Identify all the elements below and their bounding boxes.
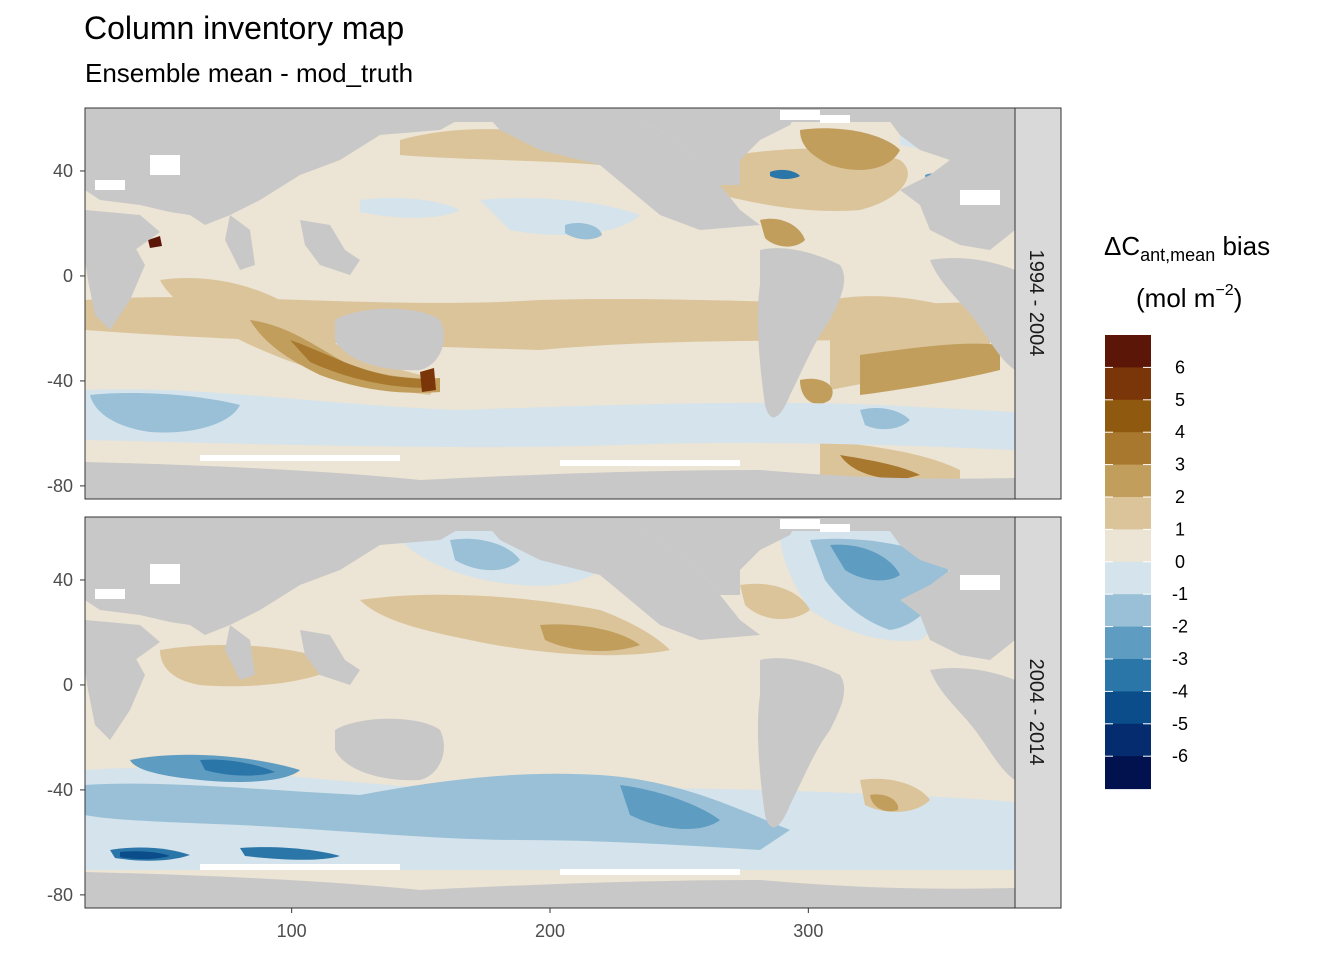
x-tick-label: 100 — [277, 921, 307, 941]
bias-band-positive — [800, 378, 833, 404]
y-tick-label: -80 — [47, 885, 73, 905]
legend-title-line2: (mol m−2) — [1136, 282, 1242, 313]
bias-band-positive — [760, 218, 805, 247]
bias-band-negative — [90, 393, 240, 433]
legend-bin — [1105, 464, 1151, 498]
bias-band-positive — [740, 583, 810, 620]
panel-1994-2004 — [85, 108, 1015, 499]
legend-label: -2 — [1172, 617, 1188, 637]
legend-unit-prefix: (mol m — [1136, 283, 1215, 313]
chart-subtitle: Ensemble mean - mod_truth — [85, 58, 414, 88]
bias-band-negative — [450, 538, 520, 571]
bias-band-positive — [148, 236, 162, 248]
bias-band-positive — [840, 455, 920, 480]
bias-band-negative — [200, 759, 275, 776]
legend-label: 5 — [1175, 390, 1185, 410]
land-mass — [85, 108, 1015, 499]
legend-label: 4 — [1175, 422, 1185, 442]
legend-unit-sup: −2 — [1215, 282, 1233, 299]
bias-band-positive — [800, 128, 900, 170]
bias-band-positive — [160, 278, 440, 395]
legend-bin — [1105, 399, 1151, 433]
bias-band-positive — [540, 624, 640, 652]
y-tick-label: -80 — [47, 476, 73, 496]
facet-strip-2 — [1014, 516, 1062, 909]
bias-band-positive — [420, 368, 436, 392]
legend-bin — [1105, 594, 1151, 628]
missing-data — [95, 519, 1000, 875]
legend-label: 3 — [1175, 455, 1185, 475]
legend-title-main: ΔC — [1104, 231, 1140, 261]
legend-title-sub: ant,mean — [1140, 245, 1215, 265]
legend-label: 1 — [1175, 519, 1185, 539]
missing-data — [95, 110, 1000, 466]
facet-label-1: 1994 - 2004 — [1025, 250, 1047, 357]
legend-bin — [1105, 432, 1151, 466]
bias-band-negative — [860, 408, 910, 430]
legend-label: 0 — [1175, 552, 1185, 572]
bias-band-negative — [620, 785, 720, 830]
legend-title-line1: ΔCant,mean bias — [1104, 231, 1270, 265]
legend-label: 2 — [1175, 487, 1185, 507]
facet-label-2: 2004 - 2014 — [1025, 659, 1047, 766]
legend-label: -1 — [1172, 584, 1188, 604]
y-tick-label: 0 — [63, 266, 73, 286]
x-axis: 100 200 300 — [277, 908, 823, 941]
x-tick-label: 300 — [793, 921, 823, 941]
bias-band-negative — [85, 773, 790, 850]
y-axis-panel-1: 40 0 -40 -80 — [47, 161, 85, 496]
legend-label: -3 — [1172, 649, 1188, 669]
legend-bin — [1105, 756, 1151, 790]
legend-bin — [1105, 626, 1151, 660]
legend-colorbar: 6 5 4 3 2 1 0 -1 -2 -3 -4 -5 -6 — [1105, 335, 1188, 790]
legend-unit-suffix: ) — [1234, 283, 1243, 313]
bias-band-positive — [250, 320, 440, 393]
legend-bin — [1105, 335, 1151, 368]
legend-title-suffix: bias — [1215, 231, 1270, 261]
y-tick-label: 40 — [53, 161, 73, 181]
legend-label: -4 — [1172, 681, 1188, 701]
legend-bin — [1105, 659, 1151, 692]
bias-band-negative — [770, 169, 800, 179]
chart-title: Column inventory map — [84, 10, 405, 46]
legend-bin — [1105, 367, 1151, 401]
panel-2004-2014 — [85, 517, 1015, 908]
bias-band-negative — [360, 198, 460, 218]
bias-band-negative — [120, 851, 170, 860]
bias-band-positive — [860, 343, 1000, 395]
y-tick-label: -40 — [47, 780, 73, 800]
land-mass — [85, 517, 1015, 908]
legend-label: 6 — [1175, 357, 1185, 377]
facet-strip-1 — [1014, 107, 1062, 500]
legend-bin — [1105, 529, 1151, 563]
bias-band-positive — [290, 340, 430, 388]
bias-band-negative — [240, 847, 340, 860]
legend-label: -6 — [1172, 746, 1188, 766]
x-tick-label: 200 — [535, 921, 565, 941]
legend-bin — [1105, 691, 1151, 725]
bias-band-negative — [480, 198, 640, 235]
y-axis-panel-2: 40 0 -40 -80 — [47, 570, 85, 905]
bias-band-negative — [565, 223, 602, 240]
legend-bin — [1105, 723, 1151, 757]
bias-band-positive — [870, 794, 899, 812]
legend: ΔCant,mean bias (mol m−2) 6 5 4 3 2 1 0 -1 -2 -3 -… — [1104, 231, 1270, 790]
legend-bin — [1105, 561, 1151, 595]
y-tick-label: 0 — [63, 675, 73, 695]
y-tick-label: -40 — [47, 371, 73, 391]
legend-label: -5 — [1172, 714, 1188, 734]
bias-band-negative — [830, 544, 900, 581]
y-tick-label: 40 — [53, 570, 73, 590]
legend-bin — [1105, 497, 1151, 530]
